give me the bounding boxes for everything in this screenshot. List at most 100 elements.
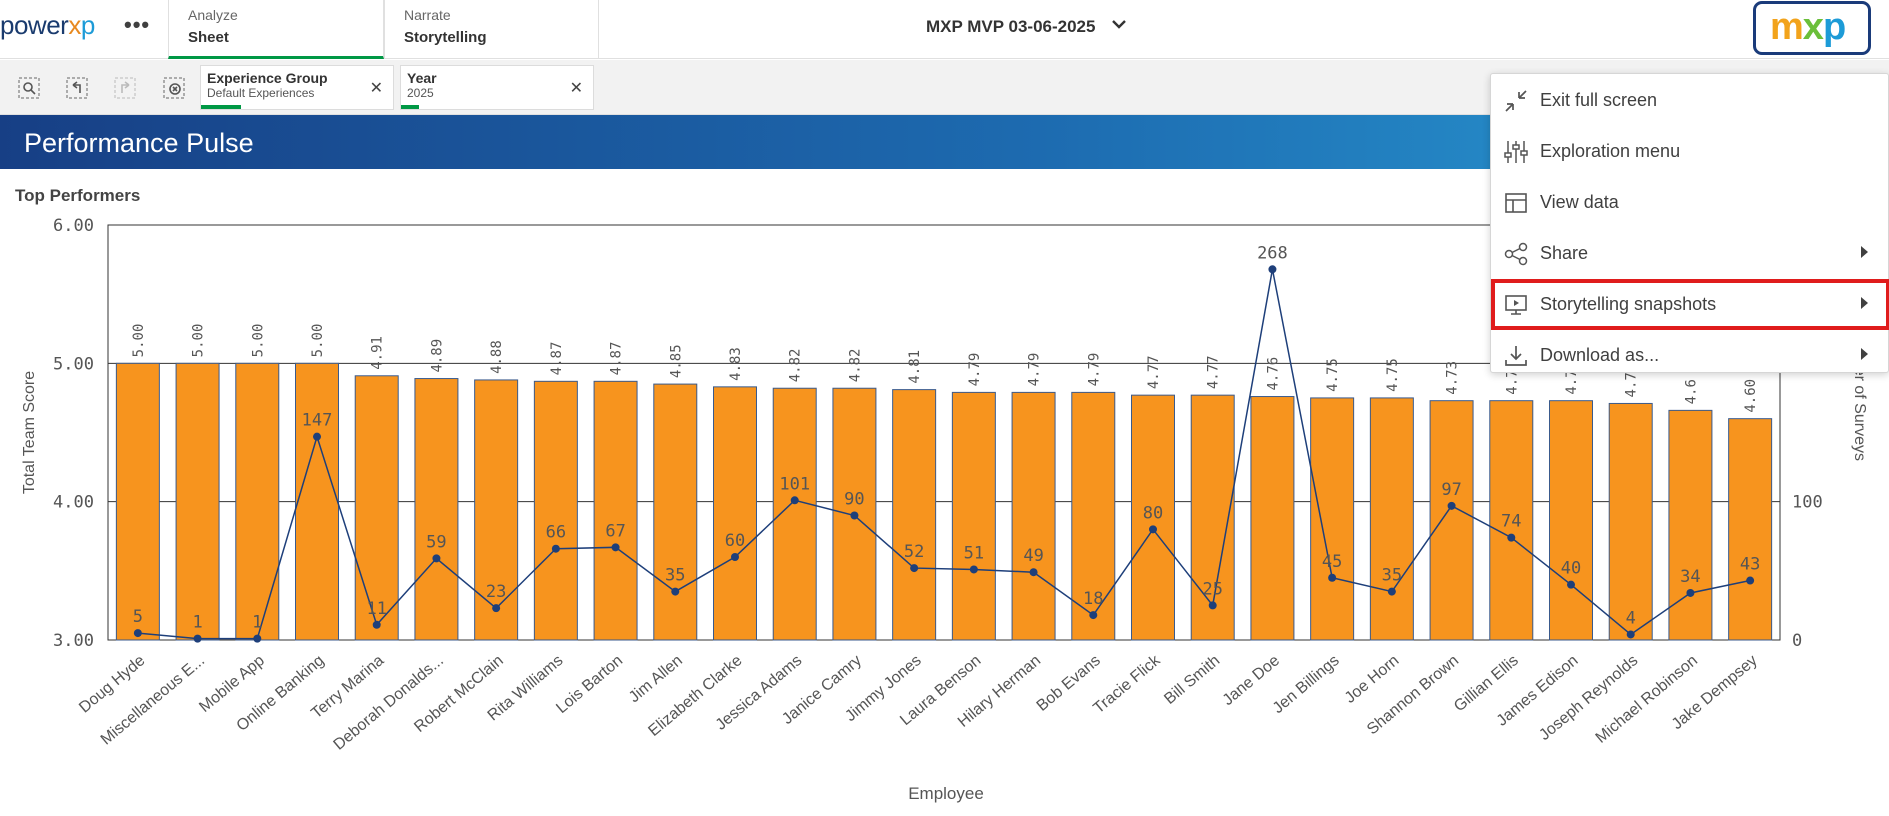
survey-data-label: 4 — [1626, 608, 1636, 628]
survey-point[interactable] — [731, 553, 739, 561]
survey-data-label: 35 — [665, 566, 685, 586]
survey-point[interactable] — [1029, 568, 1038, 577]
y2-tick-label: 100 — [1792, 493, 1823, 513]
survey-data-label: 35 — [1382, 566, 1402, 586]
survey-point[interactable] — [1328, 573, 1337, 582]
survey-point[interactable] — [910, 564, 919, 573]
brand-logo: mxp — [1753, 1, 1871, 55]
menu-item-label: Exit full screen — [1540, 90, 1658, 110]
survey-point[interactable] — [253, 634, 262, 643]
survey-data-label: 25 — [1202, 579, 1222, 599]
close-icon[interactable]: ✕ — [369, 80, 383, 97]
bar[interactable] — [115, 362, 160, 641]
survey-point[interactable] — [671, 587, 680, 596]
bar-data-label: 4.75 — [1385, 358, 1401, 392]
bar-data-label: 4.73 — [1445, 361, 1461, 395]
menu-item-exploration-menu[interactable]: Exploration menu — [1491, 126, 1889, 177]
y-tick-label: 5.00 — [53, 354, 94, 374]
survey-point[interactable] — [1686, 588, 1695, 597]
menu-item-exit-full-screen[interactable]: Exit full screen — [1491, 75, 1889, 126]
survey-point[interactable] — [492, 604, 501, 613]
survey-point[interactable] — [1208, 601, 1217, 610]
survey-point[interactable] — [193, 634, 202, 643]
bar[interactable] — [713, 386, 757, 641]
bar[interactable] — [1011, 391, 1056, 641]
bar-data-label: 4.82 — [788, 349, 804, 383]
bar[interactable] — [951, 391, 996, 641]
survey-point[interactable] — [1746, 576, 1755, 585]
survey-point[interactable] — [551, 544, 560, 553]
bar[interactable] — [1608, 402, 1653, 641]
download-icon — [1505, 346, 1527, 366]
survey-point[interactable] — [1626, 630, 1635, 639]
bar[interactable] — [354, 375, 399, 641]
bar[interactable] — [1668, 409, 1713, 641]
survey-point[interactable] — [1567, 580, 1575, 589]
bar-data-label: 5.00 — [310, 324, 326, 358]
bar[interactable] — [1071, 391, 1116, 641]
menu-item-label: Share — [1540, 243, 1589, 263]
bar[interactable] — [1250, 396, 1295, 641]
survey-point[interactable] — [1507, 533, 1516, 542]
close-icon[interactable]: ✕ — [569, 80, 583, 97]
clear-all-icon[interactable] — [162, 76, 186, 100]
smart-search-icon[interactable] — [17, 76, 41, 100]
chevron-down-icon[interactable] — [1110, 15, 1128, 33]
bar[interactable] — [533, 380, 578, 641]
step-back-icon[interactable] — [65, 76, 89, 100]
step-forward-icon[interactable] — [113, 76, 137, 100]
bar[interactable] — [1131, 394, 1175, 641]
x-tick-label: Jen Billings — [1270, 652, 1343, 717]
bar[interactable] — [1190, 394, 1235, 641]
survey-data-label: 34 — [1680, 567, 1700, 587]
bar[interactable] — [414, 378, 459, 641]
menu-item-download-as[interactable]: Download as... — [1491, 330, 1889, 381]
bar[interactable] — [1429, 400, 1474, 641]
menu-item-view-data[interactable]: View data — [1491, 177, 1889, 228]
selection-chip-year[interactable]: Year 2025 ✕ — [400, 65, 594, 110]
x-tick-label: Bill Smith — [1161, 652, 1223, 708]
bar[interactable] — [1369, 397, 1414, 641]
menu-item-storytelling-snapshots[interactable]: Storytelling snapshots — [1491, 279, 1889, 330]
app-title[interactable]: MXP MVP 03-06-2025 — [926, 17, 1096, 36]
survey-point[interactable] — [790, 496, 799, 505]
menu-item-label: Storytelling snapshots — [1540, 294, 1717, 314]
chip-field: Year — [407, 70, 437, 86]
bar[interactable] — [1728, 418, 1773, 641]
survey-point[interactable] — [1089, 611, 1098, 620]
bar[interactable] — [235, 362, 280, 641]
tab-analyze-sheet[interactable]: Analyze Sheet — [168, 0, 384, 59]
more-menu-button[interactable]: ••• — [124, 12, 151, 37]
bar[interactable] — [295, 362, 339, 641]
bar[interactable] — [1549, 400, 1593, 641]
survey-point[interactable] — [133, 629, 142, 638]
bar-data-label: 5.00 — [250, 324, 266, 358]
x-tick-label: Tracie Flick — [1090, 651, 1164, 717]
bar[interactable] — [1310, 397, 1355, 641]
bar[interactable] — [593, 380, 638, 641]
bar[interactable] — [892, 389, 937, 641]
survey-point[interactable] — [969, 565, 978, 574]
bar-data-label: 4.77 — [1206, 355, 1222, 389]
survey-point[interactable] — [1447, 501, 1456, 510]
selection-chip-experience-group[interactable]: Experience Group Default Experiences ✕ — [200, 65, 394, 110]
tab-narrate-storytelling[interactable]: Narrate Storytelling — [384, 0, 599, 59]
survey-point[interactable] — [313, 432, 321, 441]
survey-data-label: 18 — [1083, 589, 1103, 609]
bar[interactable] — [1489, 400, 1534, 641]
survey-point[interactable] — [1387, 587, 1396, 596]
survey-data-label: 74 — [1501, 512, 1521, 532]
survey-point[interactable] — [850, 511, 859, 520]
survey-data-label: 51 — [964, 543, 984, 563]
survey-point[interactable] — [1149, 525, 1157, 534]
bar[interactable] — [653, 383, 698, 641]
app-logo[interactable]: powerxp — [0, 10, 95, 40]
bar[interactable] — [175, 362, 220, 641]
survey-point[interactable] — [372, 620, 381, 629]
survey-point[interactable] — [432, 554, 441, 563]
y-axis-label: Total Team Score — [21, 371, 38, 494]
survey-point[interactable] — [611, 543, 620, 552]
survey-point[interactable] — [1268, 265, 1277, 274]
menu-item-share[interactable]: Share — [1491, 228, 1889, 279]
